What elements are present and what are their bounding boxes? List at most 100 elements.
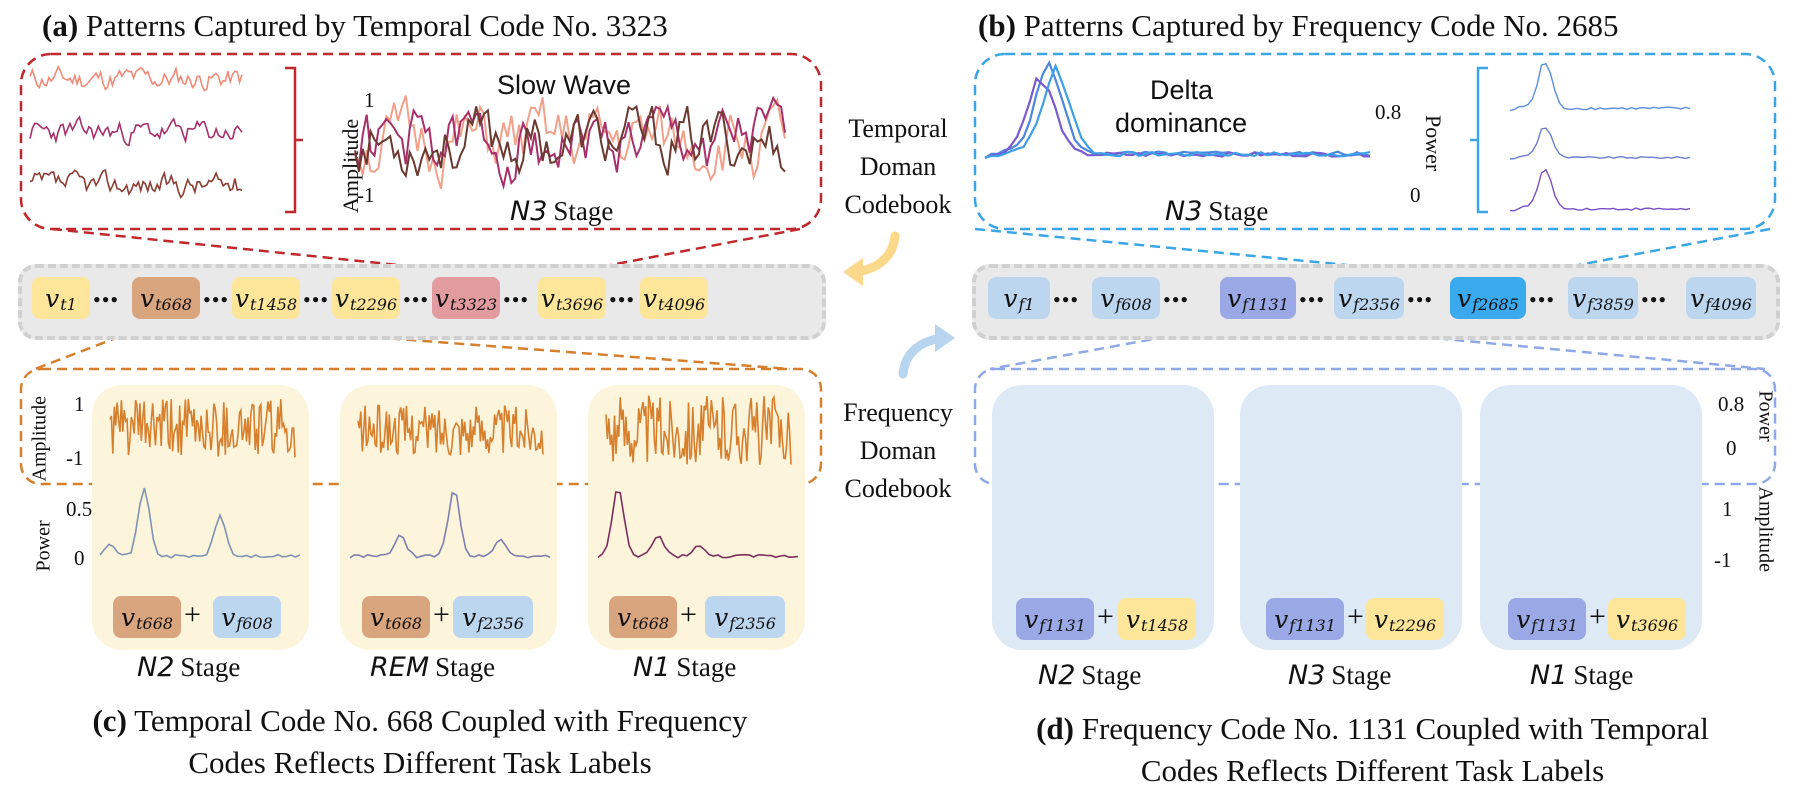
frequency-code-chip-f1131: v f1131 [1220, 277, 1296, 319]
frequency-code-chip-f4096-symbol: v [1690, 283, 1705, 313]
panel-d-stage-1-name: N2 [1038, 660, 1076, 691]
panel-c-stage-3-word: Stage [676, 652, 737, 682]
panel-a-stage: N3 Stage [510, 196, 613, 227]
temporal-code-chip-t3323-symbol: v [434, 283, 449, 313]
panel-b-letter: (b) [978, 8, 1016, 43]
delta-label: Delta [1150, 75, 1214, 105]
delta-dominance-label: Delta [1150, 72, 1213, 108]
panel-c-pow-bottom: 0 [74, 546, 85, 570]
dominance-label: dominance [1115, 108, 1248, 138]
panel-a-y-top: 1 [364, 88, 375, 112]
panel-a-stage-word: Stage [553, 196, 614, 226]
panel-c-combo-3-second-subscript: f2356 [729, 613, 776, 633]
panel-c-combo-3-plus: + [680, 598, 697, 631]
frequency-code-chip-f2685: v f2685 [1450, 277, 1526, 319]
panel-d-combo-3-plus: + [1589, 600, 1606, 633]
panel-d-combo-2-second: v t2296 [1366, 598, 1444, 640]
temporal-code-chip-t3696-symbol: v [540, 283, 555, 313]
panel-d-pow-bottom: 0 [1726, 436, 1737, 460]
frequency-dots-3: ••• [1407, 287, 1434, 312]
panel-d-amp-axis: Amplitude [1754, 486, 1777, 573]
temporal-code-chip-t4096-symbol: v [642, 283, 657, 313]
panel-d-caption-1: Frequency Code No. 1131 Coupled with Tem… [1081, 711, 1709, 746]
panel-d-combo-3-first: v f1131 [1508, 598, 1586, 640]
temporal-code-chip-t1-subscript: t1 [60, 294, 77, 314]
panel-a-bracket [285, 66, 303, 214]
frequency-code-chip-f1131-symbol: v [1227, 283, 1242, 313]
temporal-label-3: Codebook [844, 190, 952, 219]
frequency-code-chip-f1131-subscript: f1131 [1242, 294, 1289, 314]
panel-c-pow-top: 0.5 [66, 497, 93, 521]
panel-c-combo-1-second-subscript: f608 [236, 613, 273, 633]
frequency-code-chip-f2356-subscript: f2356 [1353, 294, 1400, 314]
frequency-code-chip-f4096-subscript: f4096 [1705, 294, 1752, 314]
temporal-codebook-label: Temporal Doman Codebook [828, 110, 968, 224]
panel-d-combo-1-second-symbol: v [1125, 604, 1140, 634]
panel-d-combo-1-first-symbol: v [1024, 604, 1039, 634]
panel-d-stage-3-word: Stage [1573, 660, 1634, 690]
panel-c-combo-1-first-subscript: t668 [136, 613, 174, 633]
temporal-code-chip-t3323-subscript: t3323 [449, 294, 498, 314]
temporal-dots-5: ••• [609, 287, 636, 312]
panel-c-combo-3-second-symbol: v [714, 602, 729, 632]
panel-b-title: (b) Patterns Captured by Frequency Code … [978, 8, 1619, 44]
frequency-label-1: Frequency [843, 398, 953, 427]
temporal-code-chip-t3323: v t3323 [432, 277, 500, 319]
frequency-code-chip-f2356-symbol: v [1338, 283, 1353, 313]
panel-c-combo-1-second: v f608 [213, 596, 281, 638]
panel-c-combo-2-second-symbol: v [462, 602, 477, 632]
frequency-code-chip-f3859: v f3859 [1568, 277, 1638, 319]
panel-b-y-bottom: 0 [1410, 183, 1421, 207]
temporal-code-chip-t4096: v t4096 [640, 277, 708, 319]
panel-c-combo-2-second: v f2356 [453, 596, 533, 638]
panel-a-y-bottom: -1 [357, 183, 375, 207]
temporal-code-chip-t1458-subscript: t1458 [249, 294, 298, 314]
panel-a-title-text: Patterns Captured by Temporal Code No. 3… [85, 8, 668, 43]
panel-d-combo-2-plus: + [1347, 600, 1364, 633]
temporal-code-chip-t2296-symbol: v [334, 283, 349, 313]
temporal-dots-1: ••• [203, 287, 230, 312]
temporal-code-chip-t1-symbol: v [45, 283, 60, 313]
panel-c-amp-top: 1 [74, 392, 85, 416]
temporal-code-chip-t2296: v t2296 [332, 277, 400, 319]
panel-b-stage-name: N3 [1165, 196, 1203, 227]
panel-b-stage: N3 Stage [1165, 196, 1268, 227]
temporal-dots-3: ••• [403, 287, 430, 312]
frequency-code-chip-f1-symbol: v [1003, 283, 1018, 313]
panel-d-combo-2-first-symbol: v [1274, 604, 1289, 634]
panel-c-combo-1-first: v t668 [113, 596, 181, 638]
frequency-dots-5: ••• [1641, 287, 1668, 312]
panel-c-caption: (c) Temporal Code No. 668 Coupled with F… [0, 700, 840, 784]
frequency-dots-0: ••• [1053, 287, 1080, 312]
frequency-code-chip-f608: v f608 [1092, 277, 1160, 319]
frequency-code-chip-f1-subscript: f1 [1018, 294, 1035, 314]
frequency-code-chip-f608-symbol: v [1100, 283, 1115, 313]
frequency-dots-4: ••• [1529, 287, 1556, 312]
panel-c-combo-3-first-symbol: v [616, 602, 632, 632]
temporal-code-chip-t4096-subscript: t4096 [657, 294, 706, 314]
panel-d-stage-3-name: N1 [1530, 660, 1568, 691]
panel-d-combo-1-plus: + [1097, 600, 1114, 633]
panel-c-stage-1-name: N2 [137, 652, 175, 683]
temporal-label-2: Doman [859, 152, 937, 181]
panel-a-overlay-waves [354, 95, 786, 191]
panel-d-combo-3-first-subscript: f1131 [1531, 615, 1578, 635]
panel-d-pow-axis: Power [1754, 390, 1777, 442]
panel-c-caption-2: Codes Reflects Different Task Labels [188, 745, 652, 780]
panel-c-amp-bottom: -1 [66, 446, 84, 470]
frequency-code-chip-f2356: v f2356 [1334, 277, 1404, 319]
panel-d-combo-1-first: v f1131 [1016, 598, 1094, 640]
panel-c-combo-2-first-symbol: v [369, 602, 385, 632]
panel-b-title-text: Patterns Captured by Frequency Code No. … [1023, 8, 1619, 43]
panel-c-combo-3-first: v t668 [609, 596, 677, 638]
temporal-code-chip-t668-symbol: v [139, 283, 155, 313]
panel-d-combo-1-first-subscript: f1131 [1039, 615, 1086, 635]
frequency-dots-1: ••• [1163, 287, 1190, 312]
panel-c-stage-2: REM Stage [370, 652, 495, 683]
panel-b-stage-word: Stage [1208, 196, 1269, 226]
panel-d-combo-2-first-subscript: f1131 [1289, 615, 1336, 635]
panel-c-combo-1-first-symbol: v [120, 602, 136, 632]
panel-c-caption-1: Temporal Code No. 668 Coupled with Frequ… [134, 703, 748, 738]
temporal-code-chip-t3696: v t3696 [538, 277, 606, 319]
frequency-label-2: Doman [859, 436, 937, 465]
